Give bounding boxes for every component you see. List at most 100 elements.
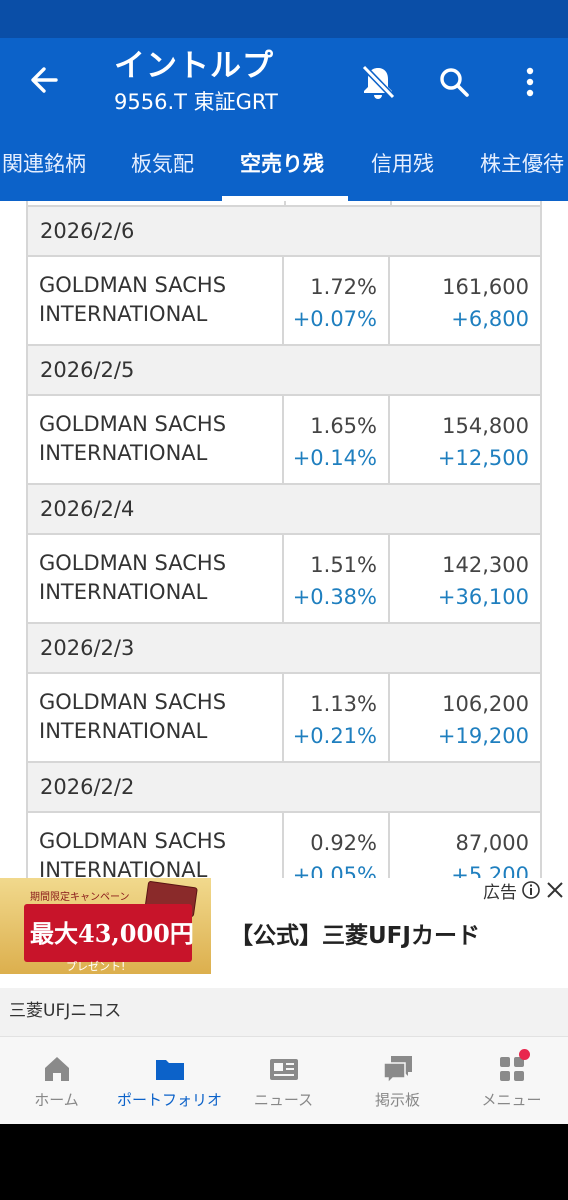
previous-row-edge xyxy=(28,201,540,207)
short-ratio-change: +0.38% xyxy=(292,585,377,609)
bottom-navigation: ホーム ポートフォリオ ニュース 掲示板 xyxy=(0,1036,568,1124)
ad-present-text: プレゼント! xyxy=(66,960,126,973)
search-button[interactable] xyxy=(434,60,474,104)
nav-portfolio[interactable]: ポートフォリオ xyxy=(113,1037,226,1124)
more-options-button[interactable] xyxy=(510,60,550,104)
institution-name-line1: GOLDMAN SACHS xyxy=(39,551,227,575)
notification-toggle-button[interactable] xyxy=(358,60,398,104)
short-ratio-change: +0.05% xyxy=(292,863,377,878)
news-icon xyxy=(269,1059,298,1080)
ad-banner[interactable]: 期間限定キャンペーン 最大43,000円 プレゼント! 【公式】三菱UFJカード… xyxy=(0,878,568,1036)
ad-title[interactable]: 【公式】三菱UFJカード xyxy=(230,923,480,949)
table-row[interactable]: GOLDMAN SACHS INTERNATIONAL 1.13% +0.21%… xyxy=(28,674,540,763)
short-ratio-change: +0.07% xyxy=(292,307,377,331)
ratio-cell: 1.13% +0.21% xyxy=(284,674,390,761)
short-ratio: 1.13% xyxy=(310,692,377,716)
ad-label: 広告 xyxy=(483,882,517,903)
grid-icon xyxy=(499,1057,524,1081)
short-shares-change: +6,800 xyxy=(451,307,529,331)
ratio-cell: 1.51% +0.38% xyxy=(284,535,390,622)
ad-advertiser[interactable]: 三菱UFJニコス xyxy=(0,988,568,1036)
short-shares-change: +36,100 xyxy=(437,585,529,609)
shares-cell: 142,300 +36,100 xyxy=(390,535,540,622)
short-shares: 142,300 xyxy=(442,553,529,577)
short-ratio-change: +0.14% xyxy=(292,446,377,470)
nav-menu-label: メニュー xyxy=(481,1091,542,1109)
institution-name-line1: GOLDMAN SACHS xyxy=(39,829,227,853)
nav-message-board-label: 掲示板 xyxy=(374,1091,420,1109)
nav-menu[interactable]: メニュー xyxy=(455,1037,568,1124)
date-header: 2026/2/5 xyxy=(28,346,540,396)
ad-amount-text: 最大43,000円 xyxy=(30,919,194,948)
table-row[interactable]: GOLDMAN SACHS INTERNATIONAL 1.72% +0.07%… xyxy=(28,257,540,346)
institution-name-line1: GOLDMAN SACHS xyxy=(39,273,227,297)
ad-badge: 広告 xyxy=(483,878,565,903)
notification-dot xyxy=(519,1049,530,1060)
nav-home[interactable]: ホーム xyxy=(0,1037,113,1124)
tab-shareholder-benefits[interactable]: 株主優待 xyxy=(480,152,564,176)
short-position-list[interactable]: 2026/2/6 GOLDMAN SACHS INTERNATIONAL 1.7… xyxy=(0,201,568,878)
short-shares-change: +5,200 xyxy=(451,863,529,878)
nav-message-board[interactable]: 掲示板 xyxy=(341,1037,454,1124)
chat-icon xyxy=(382,1056,412,1085)
table-row[interactable]: GOLDMAN SACHS INTERNATIONAL 1.51% +0.38%… xyxy=(28,535,540,624)
home-icon xyxy=(44,1057,69,1081)
shares-cell: 87,000 +5,200 xyxy=(390,813,540,878)
tab-short-balance[interactable]: 空売り残 xyxy=(240,152,324,176)
search-icon xyxy=(440,68,469,97)
nav-portfolio-label: ポートフォリオ xyxy=(116,1091,222,1109)
shares-cell: 106,200 +19,200 xyxy=(390,674,540,761)
back-arrow-icon xyxy=(31,67,58,93)
shares-cell: 161,600 +6,800 xyxy=(390,257,540,344)
short-ratio: 0.92% xyxy=(310,831,377,855)
short-position-table: 2026/2/6 GOLDMAN SACHS INTERNATIONAL 1.7… xyxy=(26,201,542,878)
stock-name: イントルプ xyxy=(114,48,274,84)
tab-order-book[interactable]: 板気配 xyxy=(131,152,194,176)
short-shares: 154,800 xyxy=(442,414,529,438)
stock-title-block: イントルプ 9556.T 東証GRT xyxy=(114,48,278,116)
app-screen: イントルプ 9556.T 東証GRT 関連銘柄 xyxy=(0,0,568,1124)
institution-name: GOLDMAN SACHS INTERNATIONAL xyxy=(28,674,284,761)
ratio-cell: 0.92% +0.05% xyxy=(284,813,390,878)
short-shares: 161,600 xyxy=(442,275,529,299)
tab-margin-balance[interactable]: 信用残 xyxy=(371,152,434,176)
table-row[interactable]: GOLDMAN SACHS INTERNATIONAL 0.92% +0.05%… xyxy=(28,813,540,878)
date-header: 2026/2/6 xyxy=(28,207,540,257)
status-bar xyxy=(0,0,568,38)
institution-name-line2: INTERNATIONAL xyxy=(39,719,208,743)
tab-bar: 関連銘柄 板気配 空売り残 信用残 株主優待 xyxy=(0,136,568,196)
short-shares-change: +19,200 xyxy=(437,724,529,748)
short-shares: 106,200 xyxy=(442,692,529,716)
ad-offer-panel xyxy=(24,904,192,962)
ad-footer-strip xyxy=(0,974,211,988)
nav-news[interactable]: ニュース xyxy=(227,1037,340,1124)
institution-name-line2: INTERNATIONAL xyxy=(39,302,208,326)
tab-related-stocks[interactable]: 関連銘柄 xyxy=(2,152,86,176)
institution-name: GOLDMAN SACHS INTERNATIONAL xyxy=(28,535,284,622)
more-vert-icon xyxy=(526,67,534,97)
short-shares: 87,000 xyxy=(455,831,529,855)
ad-campaign-text: 期間限定キャンペーン xyxy=(30,892,130,903)
ratio-cell: 1.65% +0.14% xyxy=(284,396,390,483)
institution-name-line2: INTERNATIONAL xyxy=(39,858,208,878)
folder-icon xyxy=(155,1060,184,1080)
institution-name: GOLDMAN SACHS INTERNATIONAL xyxy=(28,396,284,483)
date-header: 2026/2/3 xyxy=(28,624,540,674)
ad-info-icon[interactable] xyxy=(521,880,541,900)
date-header: 2026/2/4 xyxy=(28,485,540,535)
bell-off-icon xyxy=(361,64,396,100)
back-button[interactable] xyxy=(26,60,62,100)
short-ratio: 1.72% xyxy=(310,275,377,299)
nav-home-label: ホーム xyxy=(34,1091,79,1109)
ratio-cell: 1.72% +0.07% xyxy=(284,257,390,344)
nav-news-label: ニュース xyxy=(253,1091,314,1109)
ad-image[interactable]: 期間限定キャンペーン 最大43,000円 プレゼント! xyxy=(0,878,211,988)
table-row[interactable]: GOLDMAN SACHS INTERNATIONAL 1.65% +0.14%… xyxy=(28,396,540,485)
shares-cell: 154,800 +12,500 xyxy=(390,396,540,483)
institution-name-line1: GOLDMAN SACHS xyxy=(39,690,227,714)
ad-close-icon[interactable] xyxy=(545,880,565,900)
short-ratio: 1.51% xyxy=(310,553,377,577)
active-tab-indicator xyxy=(222,196,348,201)
institution-name: GOLDMAN SACHS INTERNATIONAL xyxy=(28,813,284,878)
institution-name-line2: INTERNATIONAL xyxy=(39,580,208,604)
